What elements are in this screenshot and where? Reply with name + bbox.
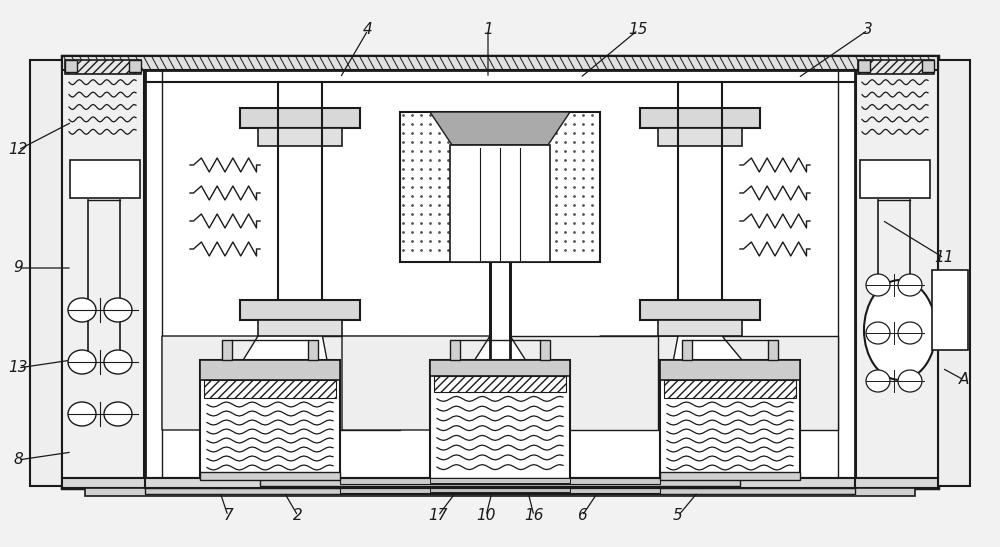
Text: 4: 4 <box>363 22 373 38</box>
Bar <box>308 340 318 360</box>
Bar <box>858 60 934 74</box>
Bar <box>434 376 566 392</box>
Bar <box>860 160 930 198</box>
Text: 5: 5 <box>673 509 683 523</box>
Text: 6: 6 <box>577 509 587 523</box>
Polygon shape <box>162 336 258 430</box>
Text: 7: 7 <box>223 509 233 523</box>
Bar <box>62 478 938 488</box>
Bar <box>658 320 742 336</box>
Ellipse shape <box>866 370 890 392</box>
Text: 18: 18 <box>934 323 954 337</box>
Bar <box>658 128 742 146</box>
Bar <box>340 488 660 493</box>
Text: 11: 11 <box>934 251 954 265</box>
Ellipse shape <box>104 402 132 426</box>
Ellipse shape <box>866 322 890 344</box>
Bar <box>222 340 232 360</box>
Bar <box>30 60 62 486</box>
Bar <box>145 478 855 488</box>
Bar <box>65 60 77 72</box>
Bar <box>240 300 360 320</box>
Bar <box>260 478 740 486</box>
Bar <box>200 360 340 380</box>
Polygon shape <box>342 336 490 430</box>
Ellipse shape <box>104 298 132 322</box>
Polygon shape <box>430 112 570 145</box>
Bar <box>768 340 778 360</box>
Bar <box>660 472 800 480</box>
Bar <box>65 60 141 74</box>
Bar <box>400 112 600 262</box>
Bar <box>430 488 570 492</box>
Text: A: A <box>959 373 969 387</box>
Bar <box>258 128 342 146</box>
Bar <box>85 488 915 496</box>
Bar <box>129 60 141 72</box>
Polygon shape <box>722 336 838 430</box>
Bar <box>430 360 570 480</box>
Text: 17: 17 <box>428 509 448 523</box>
Ellipse shape <box>68 402 96 426</box>
Ellipse shape <box>864 280 936 380</box>
Bar <box>938 60 970 486</box>
Polygon shape <box>600 336 678 430</box>
Text: 3: 3 <box>863 22 873 38</box>
Bar <box>70 160 140 198</box>
Bar <box>922 60 934 72</box>
Bar <box>240 108 360 128</box>
Bar <box>430 360 570 376</box>
Ellipse shape <box>68 350 96 374</box>
Ellipse shape <box>898 274 922 296</box>
Polygon shape <box>510 336 658 430</box>
Bar <box>450 340 460 360</box>
Bar <box>664 380 796 398</box>
Text: 10: 10 <box>476 509 496 523</box>
Bar <box>200 472 340 480</box>
Bar <box>62 60 144 478</box>
Bar <box>62 56 938 488</box>
Text: 1: 1 <box>483 22 493 38</box>
Ellipse shape <box>898 322 922 344</box>
Bar <box>640 108 760 128</box>
Text: 9: 9 <box>13 260 23 276</box>
Bar <box>450 145 550 262</box>
Bar <box>932 270 968 350</box>
Text: 16: 16 <box>524 509 544 523</box>
Bar <box>856 60 938 478</box>
Ellipse shape <box>68 298 96 322</box>
Polygon shape <box>322 336 400 430</box>
Text: 8: 8 <box>13 452 23 468</box>
Bar <box>430 478 570 483</box>
Text: 15: 15 <box>628 22 648 38</box>
Ellipse shape <box>866 274 890 296</box>
Bar <box>660 360 800 380</box>
Bar <box>200 360 340 478</box>
Bar <box>258 320 342 336</box>
Text: 13: 13 <box>8 360 28 375</box>
Bar <box>145 488 855 494</box>
Text: 2: 2 <box>293 509 303 523</box>
Bar <box>682 340 692 360</box>
Bar <box>204 380 336 398</box>
Bar <box>660 360 800 478</box>
Bar <box>540 340 550 360</box>
Bar <box>145 70 855 478</box>
Ellipse shape <box>898 370 922 392</box>
Bar <box>858 60 870 72</box>
Text: 12: 12 <box>8 143 28 158</box>
Ellipse shape <box>104 350 132 374</box>
Bar <box>62 56 938 70</box>
Bar <box>340 478 660 484</box>
Bar <box>640 300 760 320</box>
